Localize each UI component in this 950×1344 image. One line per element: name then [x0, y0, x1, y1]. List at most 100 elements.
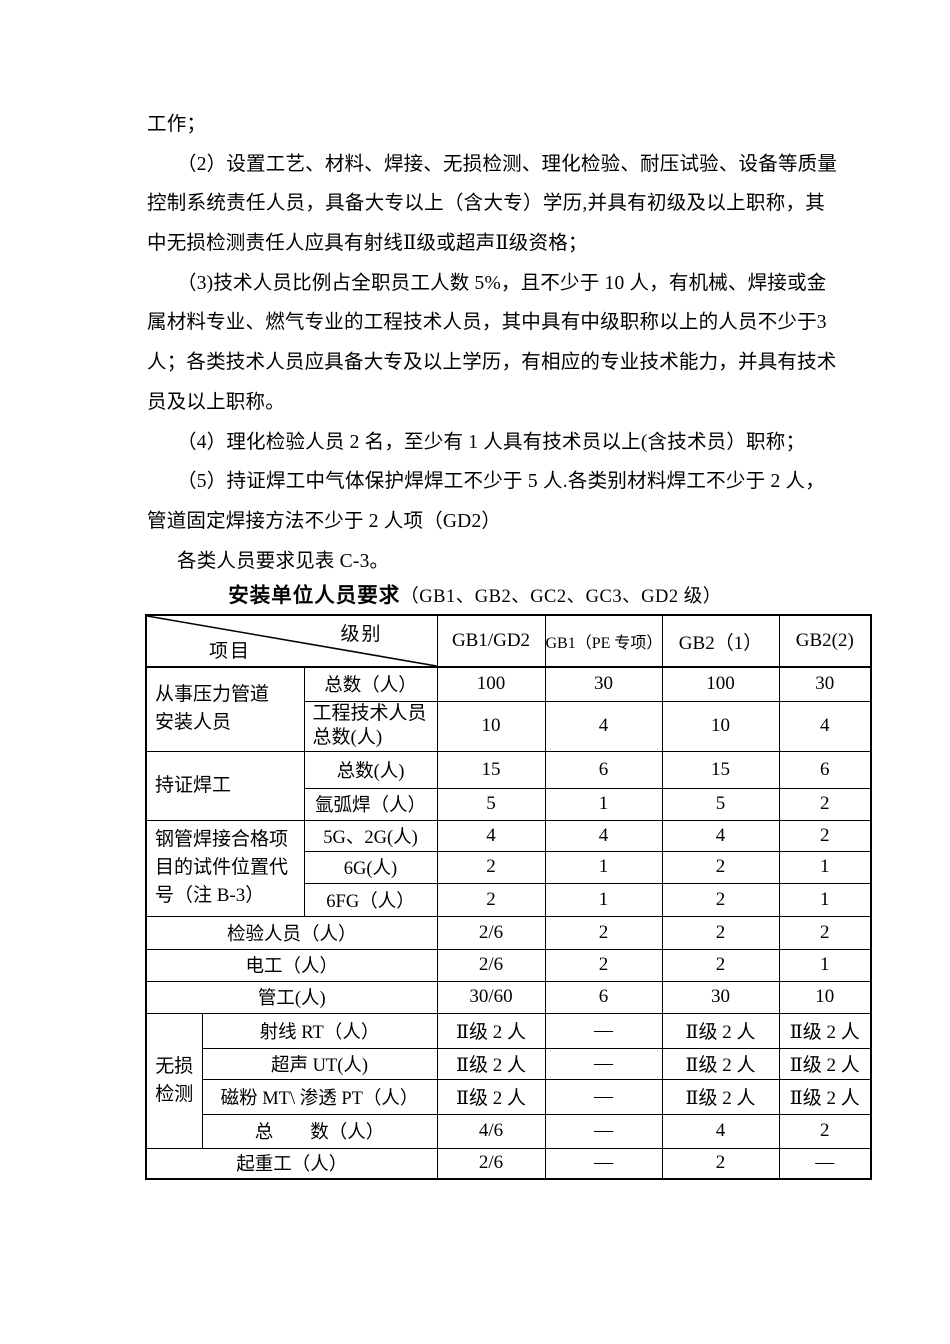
table-row: 检验人员（人） 2/6 2 2 2	[145, 915, 872, 950]
text-line: （4）理化检验人员 2 名，至少有 1 人具有技术员以上(含技术员）职称；	[177, 431, 806, 453]
paragraph: （2）设置工艺、材料、焊接、无损检测、理化检验、耐压试验、设备等质量 控制系统责…	[147, 145, 838, 264]
table-cell: 100	[436, 666, 546, 702]
text-line: 中无损检测责任人应具有射线Ⅱ级或超声Ⅱ级资格；	[147, 233, 588, 255]
personnel-requirements-table: 级别 项目 GB1/GD2 GB1（PE 专项） GB2（1） GB2(2) 从…	[145, 614, 872, 1180]
text-line: 属材料专业、燃气专业的工程技术人员，其中具有中级职称以上的人员不少于3	[147, 312, 827, 334]
table-row: 电工（人） 2/6 2 2 1	[145, 948, 872, 982]
text-line: （2）设置工艺、材料、焊接、无损检测、理化检验、耐压试验、设备等质量	[177, 153, 838, 175]
row-label: 磁粉 MT\ 渗透 PT（人）	[201, 1078, 438, 1115]
table-cell: 4	[436, 819, 546, 852]
table-cell: 10	[436, 700, 546, 752]
text-line: 人；各类技术人员应具备大专及以上学历，有相应的专业技术能力，并具有技术	[147, 352, 837, 374]
table-title-note: （GB1、GB2、GC2、GC3、GD2 级）	[400, 587, 722, 607]
text-line: 管道固定焊接方法不少于 2 人项（GD2）	[147, 510, 502, 532]
paragraph: 各类人员要求见表 C-3。	[147, 542, 825, 582]
table-cell: Ⅱ级 2 人	[436, 1078, 546, 1115]
table-cell: 2	[661, 882, 780, 917]
table-cell: 15	[661, 750, 780, 789]
table-cell: 2/6	[436, 915, 546, 950]
table-cell: —	[778, 1147, 872, 1180]
table-cell: —	[544, 1012, 663, 1049]
table-cell: Ⅱ级 2 人	[661, 1047, 780, 1080]
table-cell: Ⅱ级 2 人	[778, 1078, 872, 1115]
paragraph: （4）理化检验人员 2 名，至少有 1 人具有技术员以上(含技术员）职称；	[147, 423, 825, 463]
row-label: 起重工（人）	[145, 1147, 438, 1180]
row-group-label: 无损 检测	[145, 1012, 203, 1149]
table-cell: Ⅱ级 2 人	[661, 1012, 780, 1049]
row-label: 5G、2G(人)	[303, 819, 438, 852]
text-line: （5）持证焊工中气体保护焊焊工不少于 5 人.各类别材料焊工不少于 2 人，	[177, 471, 825, 493]
table-cell: 4	[544, 700, 663, 752]
table-cell: 30/60	[436, 980, 546, 1014]
table-cell: 2	[778, 787, 872, 821]
table-cell: 4	[778, 700, 872, 752]
table-cell: 1	[778, 882, 872, 917]
table-row: 管工(人) 30/60 6 30 10	[145, 980, 872, 1014]
table-cell: Ⅱ级 2 人	[778, 1047, 872, 1080]
table-row: 无损 检测 射线 RT（人） Ⅱ级 2 人 — Ⅱ级 2 人 Ⅱ级 2 人	[145, 1012, 872, 1149]
table-row: 从事压力管道 安装人员 总数（人） 100 30 100 30	[145, 666, 872, 752]
table-cell: 2/6	[436, 1147, 546, 1180]
row-label: 超声 UT(人)	[201, 1047, 438, 1080]
table-cell: 2	[778, 1113, 872, 1149]
table-cell: 2	[661, 1147, 780, 1180]
table-cell: —	[544, 1047, 663, 1080]
row-group-label: 钢管焊接合格项 目的试件位置代 号（注 B-3）	[145, 819, 305, 917]
table-row: 起重工（人） 2/6 — 2 —	[145, 1147, 872, 1180]
row-label: 管工(人)	[145, 980, 438, 1014]
diagonal-header-cell: 级别 项目	[145, 614, 438, 668]
body-paragraphs: 工作； （2）设置工艺、材料、焊接、无损检测、理化检验、耐压试验、设备等质量 控…	[147, 105, 838, 582]
row-label: 总数（人）	[303, 666, 438, 702]
table-row: 总 数（人） 4/6 — 4 2	[146, 1113, 872, 1149]
table-row: 6FG（人） 2 1 2 1	[146, 882, 872, 917]
table-cell: 6	[544, 980, 663, 1014]
table-cell: 2	[778, 819, 872, 852]
text-line: 员及以上职称。	[147, 391, 285, 413]
table-cell: 4	[661, 1113, 780, 1149]
table-cell: 30	[544, 666, 663, 702]
table-cell: —	[544, 1147, 663, 1180]
table-cell: 1	[544, 787, 663, 821]
table-cell: 2	[661, 948, 780, 982]
row-label: 总数(人)	[303, 750, 438, 789]
column-header: GB2（1）	[661, 614, 780, 668]
table-cell: 6	[544, 750, 663, 789]
header-item-label: 项目	[209, 641, 252, 662]
row-label: 总 数（人）	[201, 1113, 438, 1149]
table-cell: Ⅱ级 2 人	[436, 1047, 546, 1080]
row-label: 工程技术人员 总数(人)	[303, 700, 438, 752]
column-header: GB1（PE 专项）	[544, 614, 663, 668]
table-title: 安装单位人员要求（GB1、GB2、GC2、GC3、GD2 级）	[0, 581, 950, 611]
table-cell: 5	[661, 787, 780, 821]
table-cell: 5	[436, 787, 546, 821]
table-cell: 100	[661, 666, 780, 702]
table-cell: 10	[778, 980, 872, 1014]
row-label: 电工（人）	[145, 948, 438, 982]
table-cell: —	[544, 1113, 663, 1149]
table-cell: 1	[778, 948, 872, 982]
table-row: 磁粉 MT\ 渗透 PT（人） Ⅱ级 2 人 — Ⅱ级 2 人 Ⅱ级 2 人	[146, 1078, 872, 1115]
table-cell: 30	[778, 666, 872, 702]
diagonal-line	[147, 616, 436, 665]
table-cell: —	[544, 1078, 663, 1115]
row-label: 6G(人)	[303, 850, 438, 884]
row-label: 6FG（人）	[303, 882, 438, 917]
table-row: 工程技术人员 总数(人) 10 4 10 4	[146, 700, 872, 752]
table-title-main: 安装单位人员要求	[228, 584, 401, 607]
table-cell: 6	[778, 750, 872, 789]
row-group-label: 从事压力管道 安装人员	[145, 666, 305, 752]
table-cell: 15	[436, 750, 546, 789]
table-header-row: 级别 项目 GB1/GD2 GB1（PE 专项） GB2（1） GB2(2)	[145, 614, 872, 668]
text-line: 控制系统责任人员，具备大专以上（含大专）学历,并具有初级及以上职称，其	[147, 193, 825, 215]
column-header: GB2(2)	[778, 614, 872, 668]
table-row: 氩弧焊（人） 5 1 5 2	[146, 787, 872, 821]
text-line: 各类人员要求见表 C-3。	[177, 550, 390, 572]
table-row: 钢管焊接合格项 目的试件位置代 号（注 B-3） 5G、2G(人) 4 4 4 …	[145, 819, 872, 917]
table-cell: 2	[436, 850, 546, 884]
table-cell: 30	[661, 980, 780, 1014]
table-cell: 4	[661, 819, 780, 852]
table-cell: 2	[778, 915, 872, 950]
row-label: 检验人员（人）	[145, 915, 438, 950]
table-cell: 2/6	[436, 948, 546, 982]
